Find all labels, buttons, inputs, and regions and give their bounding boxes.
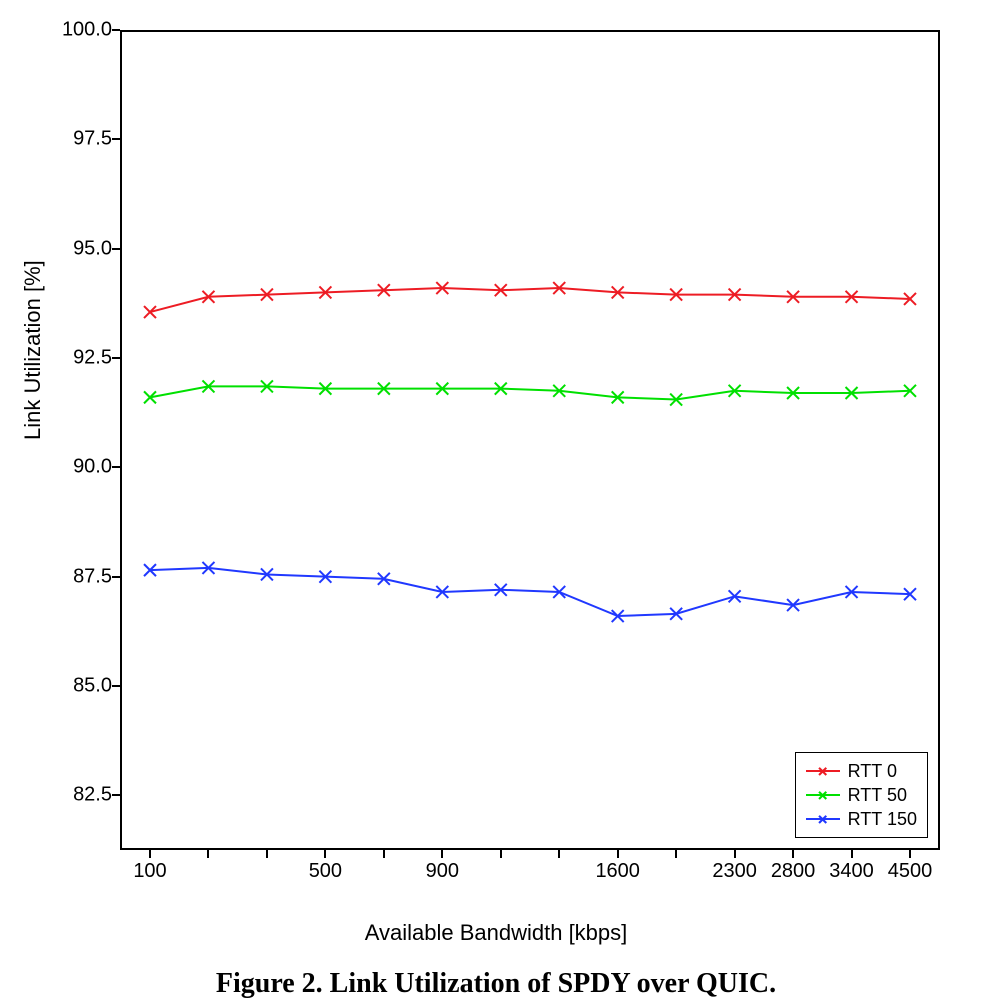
- y-tick-label: 82.5: [52, 784, 112, 807]
- y-tick-mark: [112, 138, 120, 140]
- figure-caption: Figure 2. Link Utilization of SPDY over …: [0, 968, 992, 1000]
- y-tick-label: 100.0: [52, 19, 112, 42]
- y-tick-mark: [112, 466, 120, 468]
- legend-label: RTT 50: [848, 785, 907, 806]
- x-tick-mark: [324, 850, 326, 858]
- legend-label: RTT 0: [848, 761, 897, 782]
- x-tick-mark: [500, 850, 502, 858]
- legend-sample: ×: [806, 818, 840, 820]
- legend-sample: ×: [806, 794, 840, 796]
- legend-item: × RTT 150: [806, 807, 917, 831]
- x-tick-label: 2800: [771, 860, 816, 883]
- x-tick-mark: [909, 850, 911, 858]
- x-axis-label: Available Bandwidth [kbps]: [0, 920, 992, 946]
- x-tick-mark: [149, 850, 151, 858]
- x-tick-label: 1600: [595, 860, 640, 883]
- y-axis-label: Link Utilization [%]: [20, 260, 46, 440]
- plot-svg: [120, 30, 940, 850]
- y-tick-mark: [112, 29, 120, 31]
- x-tick-mark: [558, 850, 560, 858]
- x-tick-mark: [207, 850, 209, 858]
- y-tick-label: 90.0: [52, 456, 112, 479]
- x-tick-mark: [617, 850, 619, 858]
- x-tick-mark: [792, 850, 794, 858]
- y-tick-label: 95.0: [52, 237, 112, 260]
- marker-x: [144, 306, 156, 318]
- y-tick-label: 97.5: [52, 128, 112, 151]
- x-tick-label: 500: [309, 860, 342, 883]
- x-tick-label: 900: [426, 860, 459, 883]
- x-tick-label: 100: [133, 860, 166, 883]
- legend-sample: ×: [806, 770, 840, 772]
- y-tick-mark: [112, 248, 120, 250]
- chart-container: Link Utilization [%] Available Bandwidth…: [0, 0, 992, 1008]
- x-tick-mark: [734, 850, 736, 858]
- y-tick-label: 85.0: [52, 675, 112, 698]
- legend-item: × RTT 50: [806, 783, 917, 807]
- y-tick-mark: [112, 357, 120, 359]
- y-tick-label: 92.5: [52, 347, 112, 370]
- legend-box: × RTT 0 × RTT 50 × RTT 150: [795, 752, 928, 838]
- x-tick-label: 2300: [712, 860, 757, 883]
- x-tick-label: 4500: [888, 860, 933, 883]
- x-tick-mark: [266, 850, 268, 858]
- x-tick-label: 3400: [829, 860, 874, 883]
- y-tick-mark: [112, 685, 120, 687]
- x-tick-mark: [851, 850, 853, 858]
- x-tick-mark: [441, 850, 443, 858]
- y-tick-label: 87.5: [52, 565, 112, 588]
- legend-item: × RTT 0: [806, 759, 917, 783]
- y-tick-mark: [112, 576, 120, 578]
- x-tick-mark: [383, 850, 385, 858]
- x-tick-mark: [675, 850, 677, 858]
- y-tick-mark: [112, 794, 120, 796]
- legend-label: RTT 150: [848, 809, 917, 830]
